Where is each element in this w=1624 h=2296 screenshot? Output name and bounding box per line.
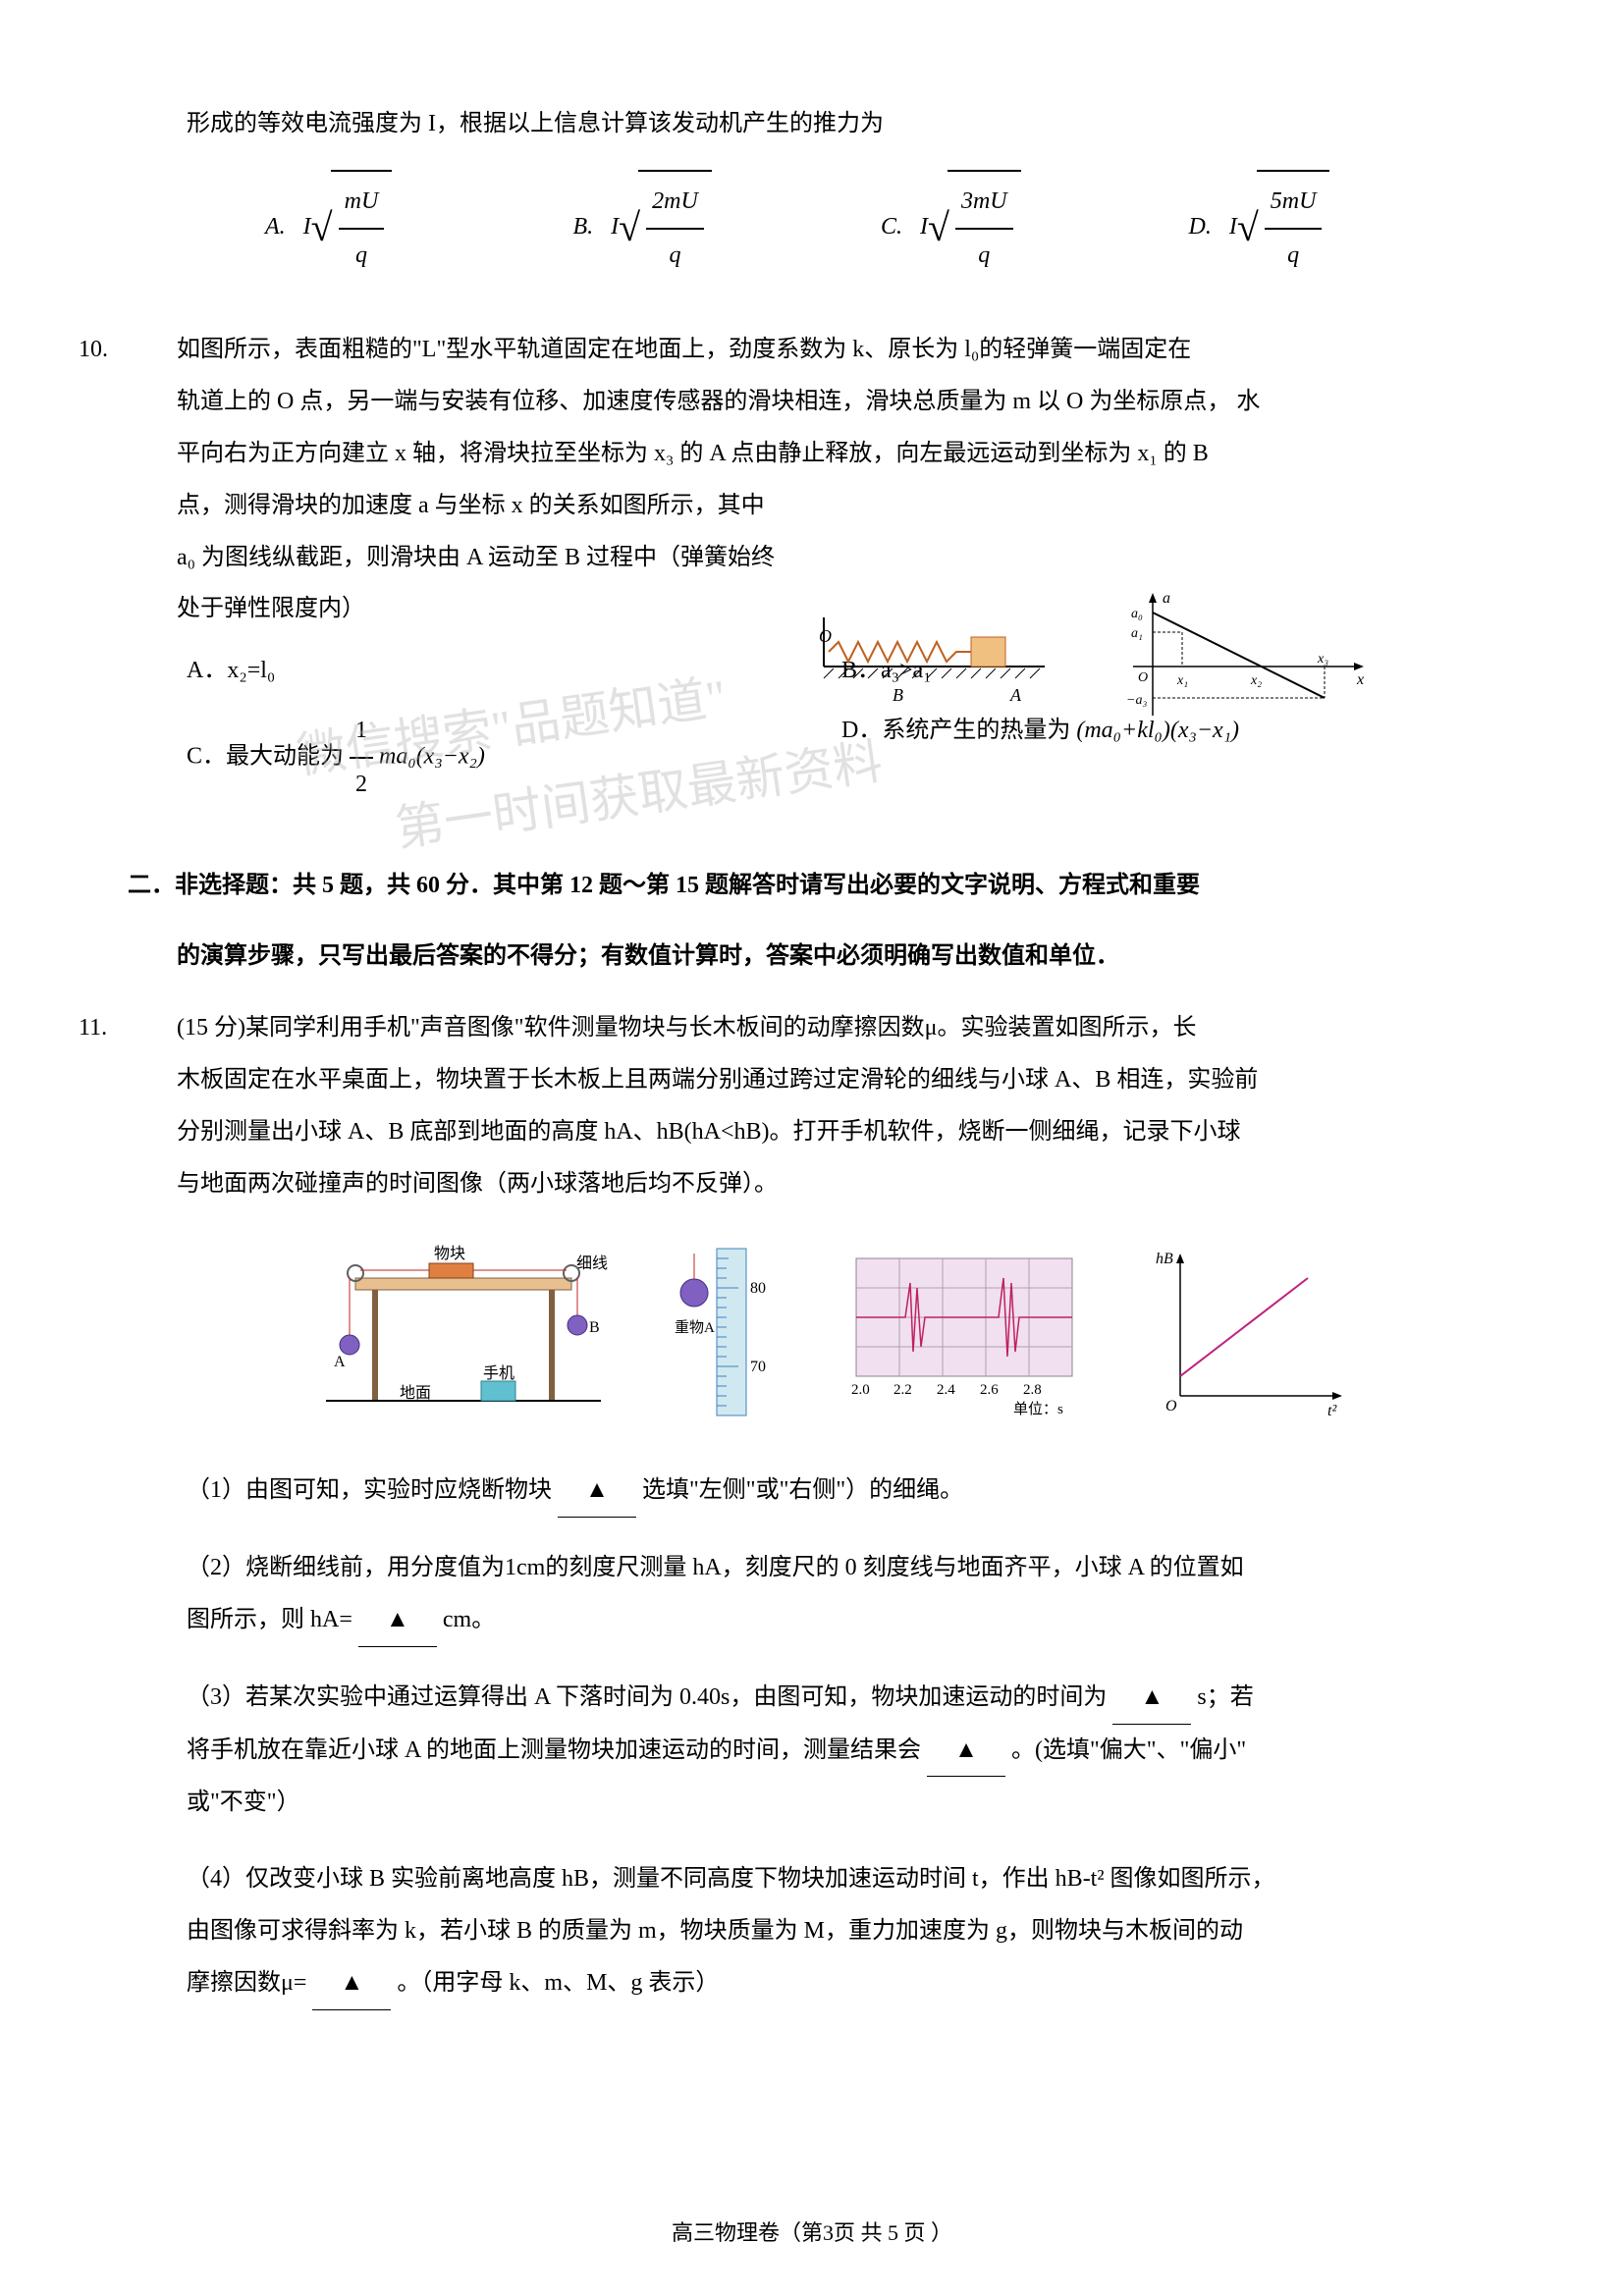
svg-text:O: O <box>1138 670 1148 685</box>
q11-table-diagram: 物块 细线 A B 地面 手机 <box>306 1239 611 1425</box>
blank: ▲ <box>927 1725 1005 1778</box>
q11-b0: 某同学利用手机"声音图像"软件测量物块与长木板间的动摩擦因数μ。实验装置如图所示… <box>245 1015 1196 1041</box>
option-B: B. I √ 2mU q <box>573 170 882 286</box>
svg-text:2.0: 2.0 <box>851 1382 870 1398</box>
option-C: C. I √ 3mU q <box>881 170 1189 286</box>
q10-l5: a₀ 为图线纵截距，则滑块由 A 运动至 B 过程中（弹簧始终 <box>128 532 893 584</box>
svg-text:地面: 地面 <box>400 1384 431 1402</box>
q11-ruler-diagram: 重物A 80 70 <box>670 1239 778 1425</box>
q10-diagram: O B A a x a₀ a₁ −a₃ O <box>819 588 1369 745</box>
section2-sub: 的演算步骤，只写出最后答案的不得分；有数值计算时，答案中必须明确写出数值和单位． <box>128 931 1496 983</box>
q11-number: 11. <box>128 1002 177 1054</box>
blank: ▲ <box>312 1957 391 2010</box>
q11-b3: 与地面两次碰撞声的时间图像（两小球落地后均不反弹）。 <box>128 1158 1496 1210</box>
q11-b1: 木板固定在水平桌面上，物块置于长木板上且两端分别通过跨过定滑轮的细线与小球 A、… <box>128 1054 1496 1106</box>
svg-text:B: B <box>893 685 903 705</box>
blank: ▲ <box>358 1594 437 1647</box>
svg-text:x: x <box>1356 671 1364 688</box>
svg-text:−a₃: −a₃ <box>1126 693 1147 708</box>
option-D: D. I √ 5mU q <box>1189 170 1497 286</box>
svg-text:A: A <box>334 1354 346 1370</box>
blank: ▲ <box>1112 1672 1191 1725</box>
q11-b2: 分别测量出小球 A、B 底部到地面的高度 hA、hB(hA<hB)。打开手机软件… <box>128 1106 1496 1158</box>
q10-opt-A: A．x₂=l₀ <box>187 645 841 697</box>
svg-text:B: B <box>589 1319 600 1336</box>
q11-sub1: （1）由图可知，实验时应烧断物块 ▲ 选填"左侧"或"右侧"）的细绳。 <box>128 1465 1496 1518</box>
q11-wave-diagram: 2.0 2.2 2.4 2.6 2.8 单位：s <box>837 1239 1092 1425</box>
svg-text:2.4: 2.4 <box>937 1382 955 1398</box>
option-A: A. I √ mU q <box>265 170 573 286</box>
svg-text:单位：s: 单位：s <box>1013 1401 1063 1417</box>
question-10: 10.如图所示，表面粗糙的"L"型水平轨道固定在地面上，劲度系数为 k、原长为 … <box>128 324 1496 810</box>
svg-text:O: O <box>1165 1398 1177 1415</box>
q11-sub4: （4）仅改变小球 B 实验前离地高度 hB，测量不同高度下物块加速运动时间 t，… <box>128 1853 1496 2009</box>
svg-text:物块: 物块 <box>434 1245 465 1262</box>
q11-sub2: （2）烧断细线前，用分度值为1cm的刻度尺测量 hA，刻度尺的 0 刻度线与地面… <box>128 1542 1496 1647</box>
q11-diagrams: 物块 细线 A B 地面 手机 <box>128 1239 1496 1425</box>
svg-text:x₃: x₃ <box>1317 652 1328 667</box>
question-11: 11.(15 分)某同学利用手机"声音图像"软件测量物块与长木板间的动摩擦因数μ… <box>128 1002 1496 2009</box>
q10-l6: 处于弹性限度内） <box>128 583 893 635</box>
svg-text:2.6: 2.6 <box>980 1382 999 1398</box>
svg-text:2.8: 2.8 <box>1023 1382 1042 1398</box>
svg-text:80: 80 <box>750 1280 766 1297</box>
svg-text:手机: 手机 <box>483 1364 514 1382</box>
q10-l1: 如图所示，表面粗糙的"L"型水平轨道固定在地面上，劲度系数为 k、原长为 l₀的… <box>177 337 1191 362</box>
svg-text:2.2: 2.2 <box>893 1382 912 1398</box>
q11-graph-diagram: hB t² O <box>1151 1239 1347 1425</box>
svg-text:70: 70 <box>750 1359 766 1375</box>
svg-text:O: O <box>819 626 832 646</box>
q10-l2: 轨道上的 O 点，另一端与安装有位移、加速度传感器的滑块相连，滑块总质量为 m … <box>128 376 1496 428</box>
section2-header: 二．非选择题：共 5 题，共 60 分．其中第 12 题～第 15 题解答时请写… <box>128 860 1496 912</box>
svg-text:重物A: 重物A <box>675 1319 715 1336</box>
svg-text:细线: 细线 <box>576 1255 608 1272</box>
svg-text:a: a <box>1163 590 1170 607</box>
q10-opt-C: C．最大动能为 1 2 ma₀(x₃−x₂) <box>187 705 841 811</box>
q10-l3: 平向右为正方向建立 x 轴，将滑块拉至坐标为 x₃ 的 A 点由静止释放，向左最… <box>128 428 1496 480</box>
options-row: A. I √ mU q B. I √ <box>187 170 1496 286</box>
blank: ▲ <box>558 1465 636 1518</box>
q-cont-text: 形成的等效电流强度为 I，根据以上信息计算该发动机产生的推力为 <box>187 98 1496 150</box>
page-footer: 高三物理卷（第3页 共 5 页 ） <box>0 2216 1624 2247</box>
svg-text:t²: t² <box>1327 1403 1337 1419</box>
svg-text:a₁: a₁ <box>1131 626 1143 641</box>
svg-text:x₁: x₁ <box>1176 673 1188 688</box>
q10-number: 10. <box>128 324 177 376</box>
q-continuation: 形成的等效电流强度为 I，根据以上信息计算该发动机产生的推力为 A. I √ m… <box>128 98 1496 285</box>
svg-text:a₀: a₀ <box>1131 607 1143 621</box>
svg-text:A: A <box>1009 685 1022 705</box>
svg-text:x₂: x₂ <box>1250 673 1262 688</box>
q11-sub3: （3）若某次实验中通过运算得出 A 下落时间为 0.40s，由图可知，物块加速运… <box>128 1672 1496 1829</box>
svg-text:hB: hB <box>1156 1251 1173 1267</box>
q10-l4: 点，测得滑块的加速度 a 与坐标 x 的关系如图所示，其中 <box>128 480 893 532</box>
q11-points: (15 分) <box>177 1015 245 1041</box>
